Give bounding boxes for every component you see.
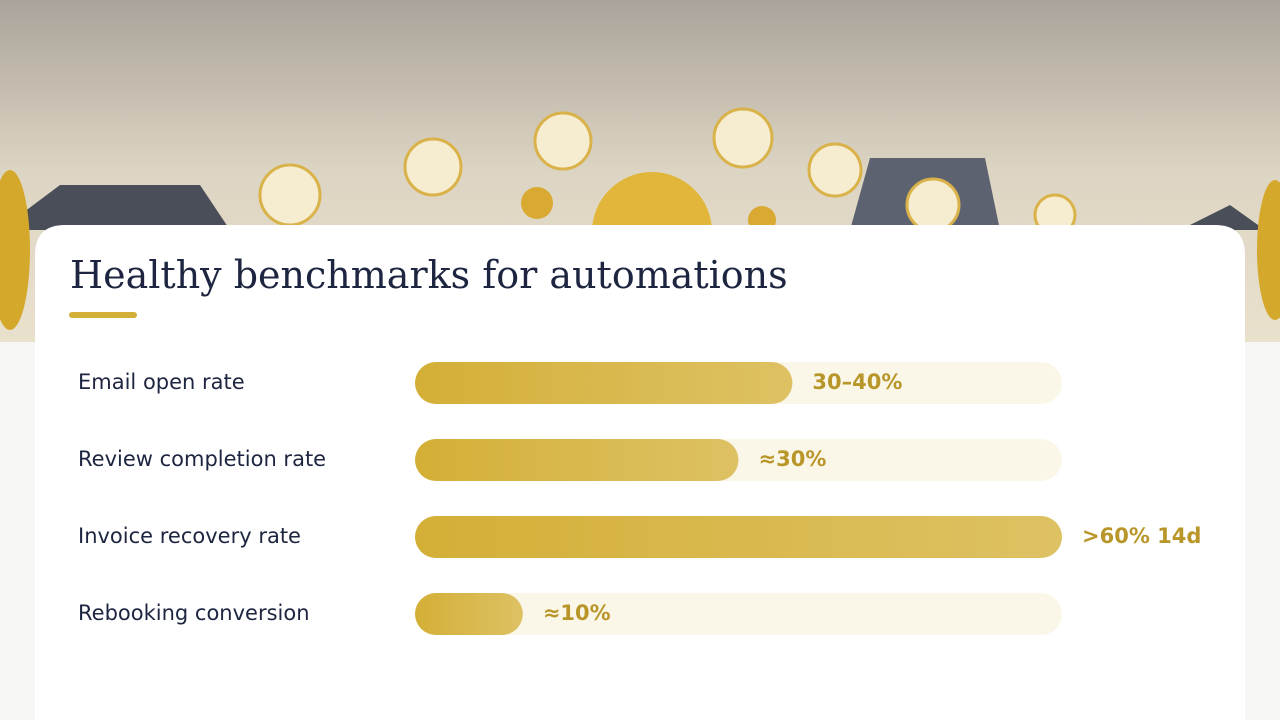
- title-underline: [69, 312, 137, 318]
- value-label: ≈10%: [543, 601, 611, 625]
- bar: [415, 362, 793, 404]
- value-label: 30–40%: [812, 370, 902, 394]
- category-label: Review completion rate: [78, 447, 326, 471]
- bar: [415, 593, 523, 635]
- category-label: Invoice recovery rate: [78, 524, 301, 548]
- bar: [415, 439, 739, 481]
- value-label: ≈30%: [759, 447, 827, 471]
- value-label: >60% 14d: [1082, 524, 1201, 548]
- bar: [415, 516, 1062, 558]
- category-label: Rebooking conversion: [78, 601, 310, 625]
- category-label: Email open rate: [78, 370, 245, 394]
- chart-title: Healthy benchmarks for automations: [70, 253, 788, 297]
- bar-track: [415, 593, 1062, 635]
